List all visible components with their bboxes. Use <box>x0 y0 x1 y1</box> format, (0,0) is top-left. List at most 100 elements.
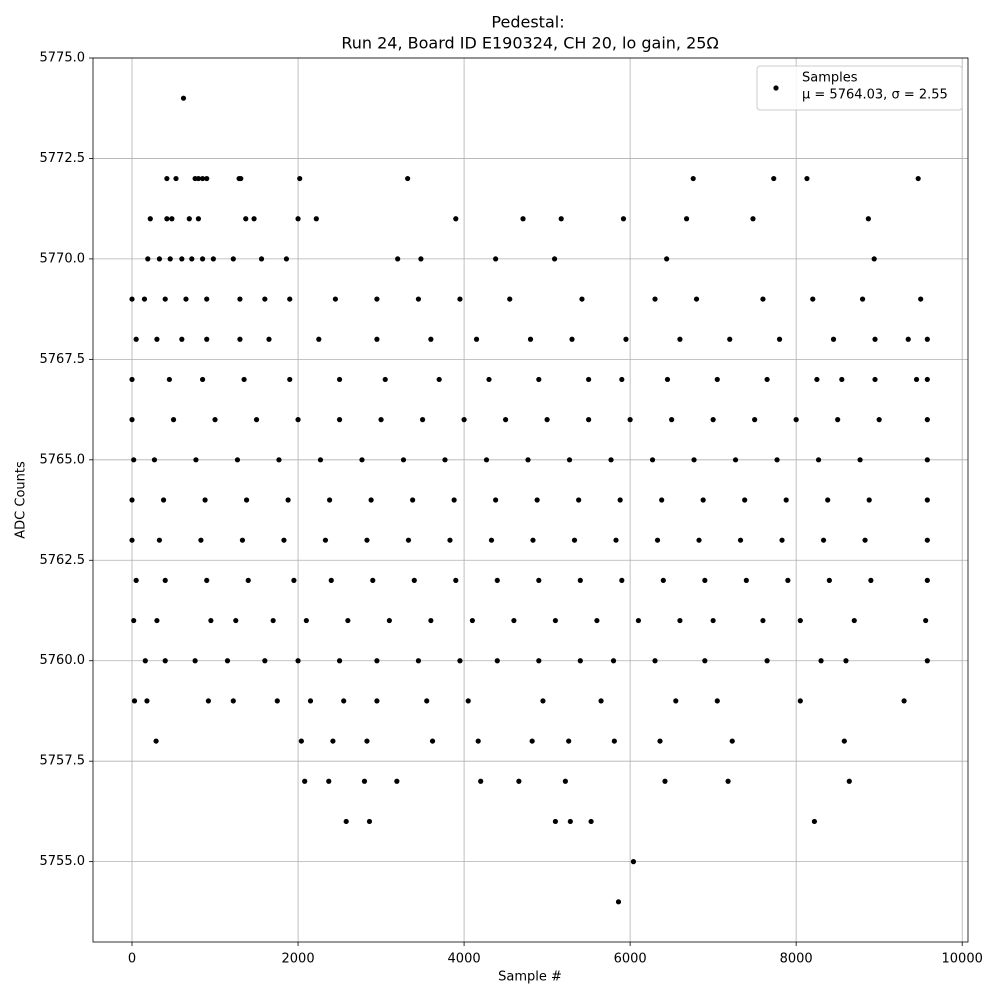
data-point <box>382 376 388 383</box>
x-tick-label: 8000 <box>780 952 813 967</box>
data-point <box>924 457 930 463</box>
data-point <box>234 457 241 463</box>
data-point <box>785 577 791 583</box>
data-point <box>610 658 617 664</box>
data-point <box>287 296 293 302</box>
data-point <box>465 698 471 704</box>
y-tick-label: 5775.0 <box>40 51 86 66</box>
data-point <box>160 497 167 503</box>
data-point <box>562 778 568 784</box>
data-point <box>776 336 783 342</box>
data-point <box>871 256 877 262</box>
data-point <box>630 859 637 865</box>
data-point <box>588 818 594 825</box>
data-point <box>447 537 453 543</box>
data-point <box>857 457 863 463</box>
data-point <box>493 256 499 262</box>
data-point <box>183 296 189 302</box>
data-point <box>258 256 265 262</box>
legend-label: Samples <box>802 71 858 86</box>
data-point <box>415 658 422 664</box>
data-point <box>764 376 770 383</box>
data-point <box>154 336 160 342</box>
data-point <box>752 417 758 423</box>
legend-marker <box>773 85 779 91</box>
data-point <box>669 417 675 423</box>
data-point <box>627 417 633 423</box>
data-point <box>566 738 572 744</box>
data-point <box>527 336 534 342</box>
data-point <box>567 818 573 825</box>
data-point <box>131 617 137 624</box>
data-point <box>502 417 509 423</box>
data-point <box>623 336 629 342</box>
data-point <box>141 296 148 302</box>
data-point <box>750 216 756 222</box>
data-point <box>195 175 202 182</box>
data-point <box>488 537 495 543</box>
data-point <box>924 417 930 423</box>
data-point <box>276 457 282 463</box>
data-point <box>486 376 492 383</box>
data-point <box>702 577 708 583</box>
data-point <box>843 658 849 664</box>
data-point <box>245 577 251 583</box>
data-point <box>760 296 766 302</box>
data-point <box>230 698 236 704</box>
data-point <box>166 376 172 383</box>
data-point <box>872 376 878 383</box>
data-point <box>702 658 708 664</box>
data-point <box>673 698 679 704</box>
data-point <box>677 336 683 342</box>
data-point <box>727 336 733 342</box>
data-point <box>654 537 661 543</box>
data-point <box>330 738 336 744</box>
data-point <box>652 296 658 302</box>
data-point <box>429 738 436 744</box>
data-point <box>737 537 744 543</box>
data-point <box>405 537 412 543</box>
data-point <box>192 658 198 664</box>
data-point <box>544 417 550 423</box>
data-point <box>199 256 206 262</box>
data-point <box>370 577 376 583</box>
data-point <box>164 216 170 222</box>
data-point <box>659 497 665 503</box>
data-point <box>876 417 882 423</box>
data-point <box>395 256 401 262</box>
data-point <box>453 216 459 222</box>
data-point <box>186 216 192 222</box>
data-point <box>179 336 185 342</box>
data-point <box>825 497 831 503</box>
data-point <box>262 296 268 302</box>
data-point <box>212 417 218 423</box>
data-point <box>901 698 907 704</box>
data-point <box>170 417 177 423</box>
data-point <box>442 457 448 463</box>
data-point <box>536 376 542 383</box>
data-point <box>918 296 924 302</box>
data-point <box>457 296 463 302</box>
data-point <box>205 698 211 704</box>
data-point <box>473 336 480 342</box>
data-point <box>169 216 175 222</box>
data-point <box>924 376 930 383</box>
data-point <box>302 778 308 784</box>
data-point <box>266 336 272 342</box>
data-point <box>424 698 430 704</box>
data-point <box>131 698 138 704</box>
data-point <box>283 256 290 262</box>
data-point <box>690 175 696 182</box>
data-point <box>193 457 199 463</box>
data-point <box>811 818 818 825</box>
data-point <box>826 577 832 583</box>
data-point <box>204 336 210 342</box>
data-point <box>494 577 500 583</box>
data-point <box>208 617 214 624</box>
data-point <box>569 336 575 342</box>
data-point <box>577 577 583 583</box>
data-point <box>415 296 422 302</box>
data-point <box>664 256 670 262</box>
data-point <box>536 658 542 664</box>
